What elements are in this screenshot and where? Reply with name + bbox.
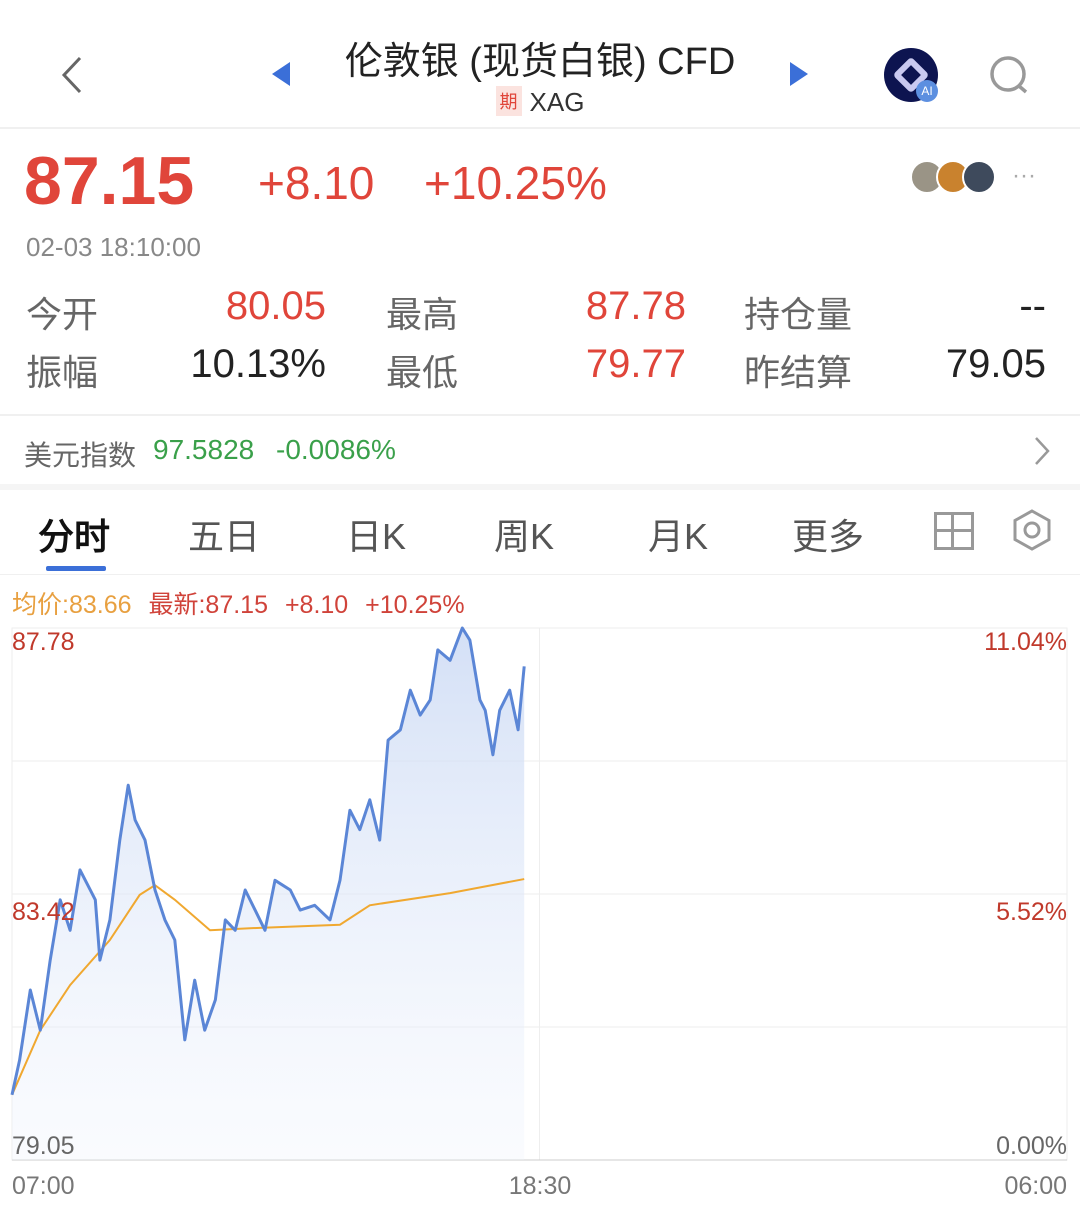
code-text: XAG	[529, 87, 585, 117]
dollar-index-change: -0.0086%	[276, 434, 396, 465]
stat-label: 最低	[386, 352, 459, 393]
instrument-title: 伦敦银 (现货白银) CFD	[344, 41, 736, 83]
y-left-tick: 87.78	[12, 628, 75, 656]
x-tick: 18:30	[509, 1172, 572, 1200]
more-icon[interactable]: ···	[1012, 162, 1036, 189]
stat-label: 振幅	[26, 352, 99, 393]
tab-active-indicator	[46, 566, 106, 571]
tab-3[interactable]: 周K	[494, 516, 555, 557]
stat-value: 10.13%	[190, 342, 326, 386]
layout-grid-icon[interactable]	[934, 512, 974, 550]
stat-label: 今开	[26, 294, 99, 335]
legend-avg: 均价:83.66	[12, 591, 132, 619]
dollar-index-label: 美元指数	[24, 440, 137, 471]
prev-triangle-icon[interactable]	[272, 62, 290, 86]
next-triangle-icon[interactable]	[790, 62, 808, 86]
stat-value: 79.77	[585, 342, 686, 386]
divider	[0, 127, 1080, 129]
tab-2[interactable]: 日K	[346, 516, 407, 557]
last-price: 87.15	[24, 143, 195, 219]
quote-time: 02-03 18:10:00	[26, 232, 201, 262]
stat-value: --	[1019, 284, 1046, 328]
y-right-tick: 5.52%	[996, 898, 1067, 926]
tab-5[interactable]: 更多	[792, 516, 865, 557]
stat-label: 持仓量	[744, 294, 853, 335]
stat-label: 昨结算	[744, 352, 853, 393]
legend-change: +8.10	[284, 591, 349, 619]
legend-change-pct: +10.25%	[365, 591, 465, 619]
x-tick: 06:00	[1004, 1172, 1067, 1200]
legend-latest: 最新:87.15	[148, 591, 268, 619]
back-button[interactable]	[52, 50, 92, 100]
tab-4[interactable]: 月K	[648, 516, 709, 557]
section-gap	[0, 484, 1080, 490]
divider	[0, 414, 1080, 416]
tab-1[interactable]: 五日	[188, 516, 261, 557]
y-right-tick: 11.04%	[984, 628, 1067, 656]
avg-price-line	[11, 878, 525, 1096]
y-left-tick: 83.42	[12, 898, 75, 926]
community-avatars[interactable]	[910, 160, 1000, 196]
settings-icon[interactable]	[1010, 508, 1054, 552]
stat-value: 79.05	[945, 342, 1046, 386]
stat-value: 80.05	[225, 284, 326, 328]
y-right-tick: 0.00%	[996, 1132, 1067, 1160]
avatar	[962, 160, 996, 194]
stat-value: 87.78	[585, 284, 686, 328]
dollar-index-row[interactable]: 美元指数 97.5828 -0.0086%	[0, 416, 1080, 484]
price-change: +8.10	[258, 157, 375, 209]
divider	[0, 574, 1080, 575]
stat-label: 最高	[386, 294, 459, 335]
futures-badge: 期	[495, 86, 522, 116]
chart-legend: 均价:83.66 最新:87.15 +8.10 +10.25%	[12, 585, 465, 621]
back-chevron-icon	[61, 56, 82, 94]
chevron-right-icon	[1035, 437, 1050, 465]
price-area	[12, 628, 525, 1160]
dollar-index-value: 97.5828	[153, 434, 255, 465]
instrument-code: 期 XAG	[0, 86, 1080, 118]
search-icon[interactable]	[988, 54, 1032, 103]
y-left-tick: 79.05	[12, 1132, 75, 1160]
price-change-pct: +10.25%	[424, 157, 607, 209]
ai-assistant-icon[interactable]: AI	[884, 48, 938, 102]
x-tick: 07:00	[12, 1172, 75, 1200]
intraday-chart[interactable]: 87.78 83.42 79.05 11.04% 5.52% 0.00% 07:00 18:3…	[0, 620, 1080, 1209]
tab-0[interactable]: 分时	[38, 516, 111, 557]
